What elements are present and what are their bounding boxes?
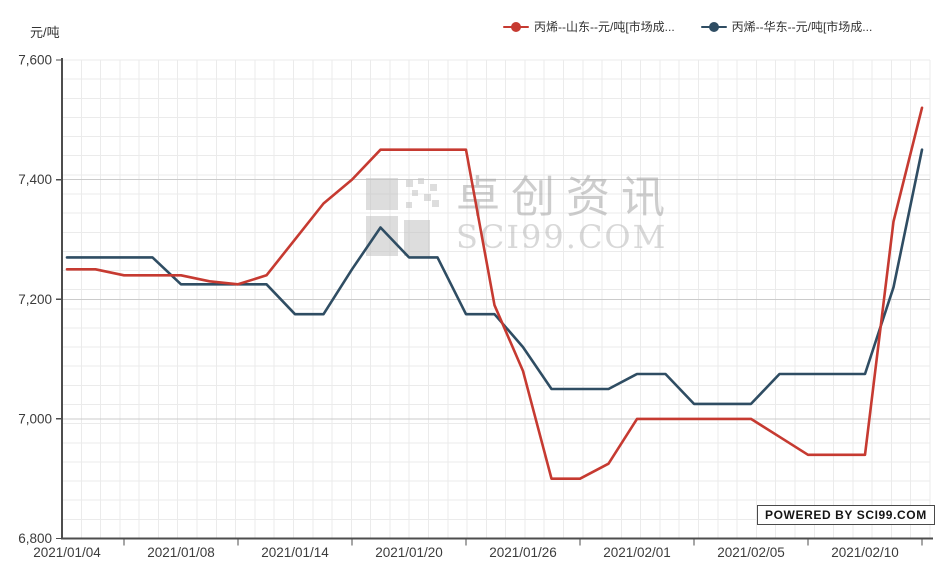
- x-axis-label: 2021/02/05: [717, 545, 785, 560]
- powered-by-badge: POWERED BY SCI99.COM: [757, 505, 935, 525]
- y-axis-label: 7,600: [18, 53, 52, 68]
- y-axis-label: 7,000: [18, 411, 52, 426]
- line-dot-legend-icon: [503, 21, 529, 33]
- x-axis-label: 2021/01/20: [375, 545, 443, 560]
- x-axis-label: 2021/01/08: [147, 545, 215, 560]
- legend-item-shandong[interactable]: 丙烯--山东--元/吨[市场成...: [503, 18, 675, 35]
- legend-label-shandong: 丙烯--山东--元/吨[市场成...: [534, 20, 675, 34]
- legend-label-huadong: 丙烯--华东--元/吨[市场成...: [731, 20, 873, 34]
- x-axis-label: 2021/02/10: [831, 545, 899, 560]
- y-axis-label: 7,400: [18, 172, 52, 187]
- x-axis-label: 2021/01/26: [489, 545, 557, 560]
- legend-item-huadong[interactable]: 丙烯--华东--元/吨[市场成...: [700, 18, 873, 35]
- chart-legend: 丙烯--山东--元/吨[市场成... 丙烯--华东--元/吨[市场成...: [503, 18, 872, 35]
- line-dot-legend-icon: [700, 21, 727, 33]
- x-axis-label: 2021/02/01: [603, 545, 671, 560]
- x-axis-label: 2021/01/04: [33, 545, 101, 560]
- y-axis-label: 6,800: [18, 531, 52, 546]
- x-axis-label: 2021/01/14: [261, 545, 329, 560]
- y-axis-unit-label: 元/吨: [30, 25, 60, 40]
- y-axis-label: 7,200: [18, 292, 52, 307]
